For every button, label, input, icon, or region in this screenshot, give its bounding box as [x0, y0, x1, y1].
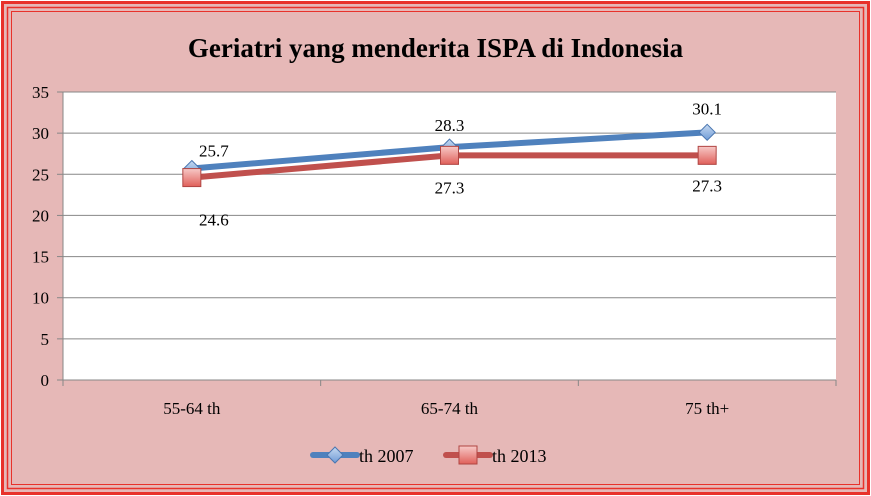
data-label: 24.6 — [199, 211, 229, 230]
data-label: 28.3 — [435, 116, 465, 135]
series — [182, 123, 717, 188]
legend-marker — [458, 445, 478, 465]
data-label: 30.1 — [692, 99, 722, 118]
data-point-1-0 — [182, 168, 202, 188]
y-tick-label: 25 — [32, 165, 49, 184]
data-point-1-2 — [697, 145, 717, 165]
axes: 0 5 10 15 20 25 30 35 55-64 th 65-74 th 75 th+ — [32, 83, 837, 418]
y-tick-label: 5 — [41, 330, 50, 349]
data-label: 25.7 — [199, 142, 229, 161]
legend-label: th 2013 — [492, 446, 547, 466]
gridlines — [63, 91, 836, 340]
data-label: 27.3 — [692, 176, 722, 195]
y-tick-label: 15 — [32, 248, 49, 267]
chart-title: Geriatri yang menderita ISPA di Indonesi… — [188, 33, 684, 63]
x-tick-label: 75 th+ — [685, 399, 729, 418]
legend-label: th 2007 — [359, 446, 414, 466]
data-point-1-1 — [440, 145, 459, 165]
y-tick-label: 0 — [41, 371, 50, 390]
y-tick-label: 10 — [32, 289, 49, 308]
x-tick-label: 55-64 th — [163, 399, 221, 418]
x-tick-label: 65-74 th — [421, 399, 479, 418]
chart-border-middle — [6, 6, 865, 490]
legend-marker — [326, 446, 344, 464]
data-label: 27.3 — [435, 178, 465, 197]
chart-border-inner — [11, 11, 860, 485]
y-tick-label: 30 — [32, 124, 49, 143]
data-labels: 25.7 28.3 30.1 24.6 27.3 27.3 — [199, 99, 722, 229]
plot-area — [63, 92, 836, 380]
y-tick-label: 20 — [32, 206, 49, 225]
y-tick-label: 35 — [32, 83, 49, 102]
legend: th 2007 th 2013 — [310, 445, 547, 466]
data-point-0-2 — [698, 123, 716, 142]
